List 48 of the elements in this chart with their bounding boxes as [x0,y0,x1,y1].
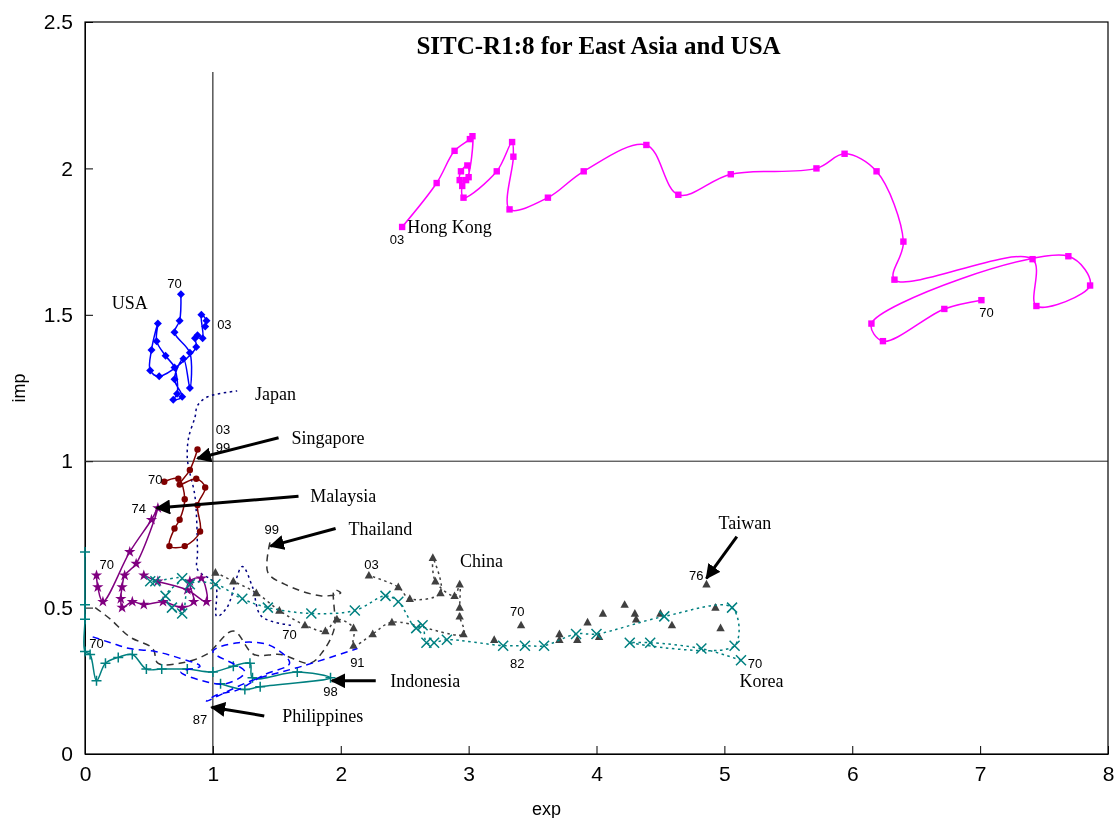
annotation: 98 [323,683,338,699]
series-label: Japan [255,383,297,404]
annotation: 99 [264,521,279,537]
y-tick-label: 2 [61,156,73,180]
y-tick-label: 1 [61,449,73,473]
x-tick-label: 8 [1102,761,1115,785]
series-label: Philippines [282,705,364,726]
annotation: 70 [747,656,763,672]
annotation: 03 [389,231,405,247]
x-tick-label: 2 [335,761,348,785]
series-label: China [459,550,503,571]
annotation: 70 [167,275,182,291]
annotation: 74 [131,501,146,517]
y-tick-label: 0 [61,742,73,766]
series-label: Korea [739,670,784,691]
annotation: 03 [364,556,379,572]
text: Malaysia [310,486,377,507]
series-label: USA [111,293,148,314]
y-tick-label: 1.5 [43,303,73,327]
text: Indonesia [390,670,461,691]
annotation: 70 [89,635,104,651]
text: Taiwan [718,512,772,533]
annotation: 03 [215,421,231,437]
text: Singapore [291,427,365,448]
chart-title: SITC-R1:8 for East Asia and USA [416,32,781,59]
annotation: 70 [282,626,297,642]
series-label: Hong Kong [407,216,492,237]
x-tick-label: 6 [846,761,859,785]
x-tick-label: 0 [79,761,92,785]
x-tick-label: 1 [207,761,220,785]
annotation: 70 [509,603,525,619]
x-tick-label: 4 [591,761,604,785]
annotation: 76 [689,568,704,584]
y-tick-label: 0.5 [43,595,73,619]
y-tick-label: 2.5 [43,10,73,34]
x-tick-label: 5 [719,761,731,785]
y-axis-title: imp [9,373,29,403]
annotation: 03 [217,316,232,332]
text: Thailand [348,518,413,539]
annotation: 82 [509,656,525,672]
annotation: 70 [99,556,114,572]
annotation: 70 [148,471,163,487]
annotation: 91 [350,654,365,670]
x-tick-label: 7 [974,761,987,785]
x-tick-label: 3 [463,761,475,785]
annotation: 87 [192,711,208,727]
x-axis-title: exp [531,799,562,818]
annotation: 70 [979,304,994,320]
